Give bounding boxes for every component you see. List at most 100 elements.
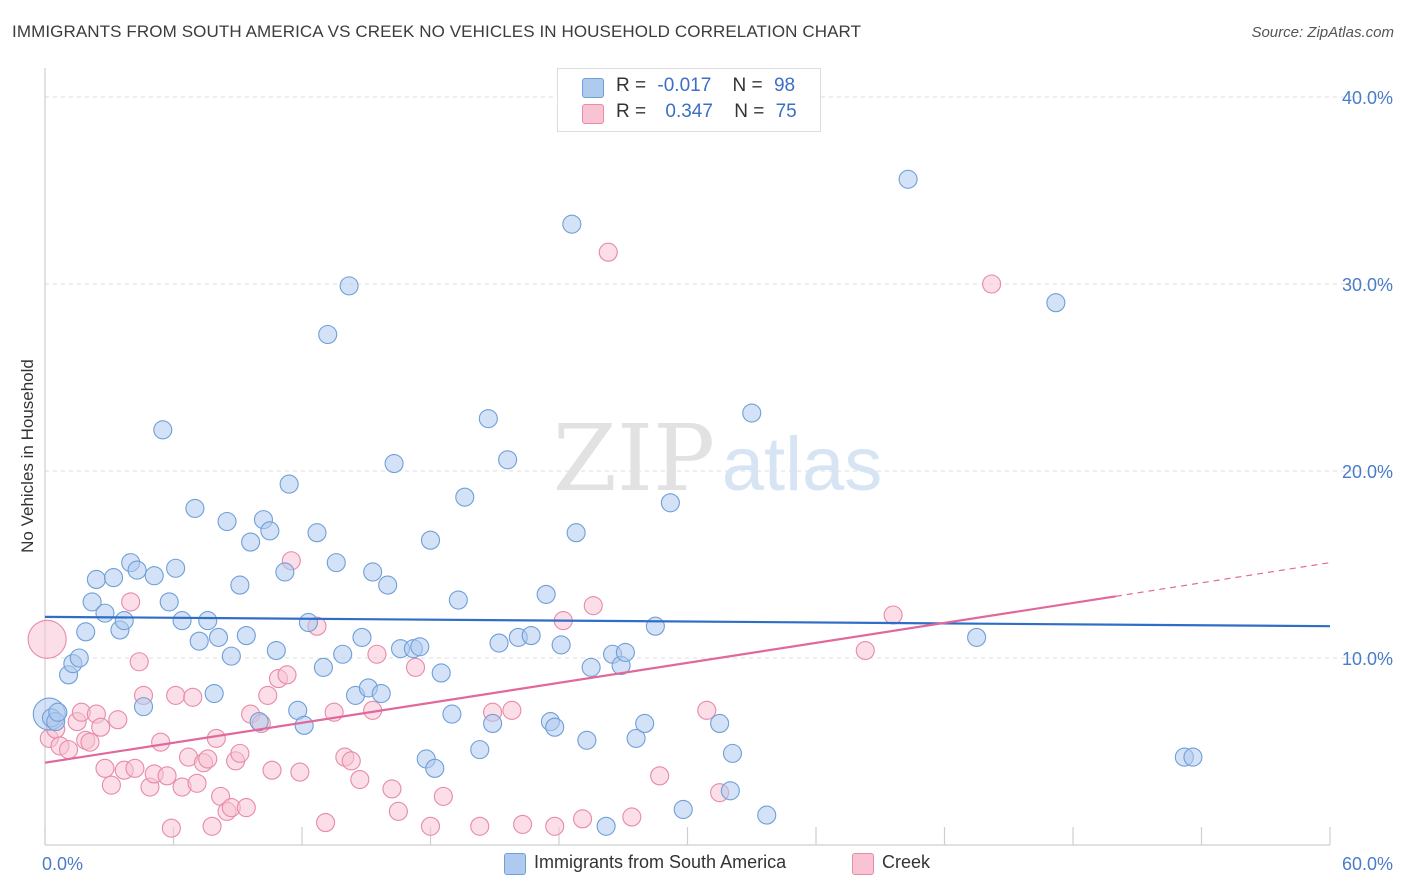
creek-point (277, 665, 297, 685)
creek-points (27, 242, 1002, 838)
immigrants-point (221, 646, 241, 666)
legend-n-label: N = (732, 75, 763, 96)
y-tick-label: 10.0% (1342, 649, 1393, 669)
y-tick-label: 30.0% (1342, 275, 1393, 295)
creek-trend-extension (1115, 562, 1331, 597)
immigrants-point (249, 712, 269, 732)
immigrants-point (898, 169, 918, 189)
immigrants-point (378, 575, 398, 595)
immigrants-point (236, 626, 256, 646)
immigrants-point (313, 657, 333, 677)
immigrants-point (470, 740, 490, 760)
immigrants-point (189, 631, 209, 651)
immigrants-point (69, 648, 89, 668)
creek-point (470, 816, 490, 836)
creek-point (121, 592, 141, 612)
immigrants-point (757, 805, 777, 825)
immigrants-point (562, 214, 582, 234)
creek-point (161, 818, 181, 838)
immigrants-point (86, 569, 106, 590)
immigrants-point (384, 453, 404, 474)
creek-point (855, 640, 875, 661)
immigrants-trend-line (44, 615, 1331, 628)
immigrants-point (294, 715, 314, 735)
source-credit: Source: ZipAtlas.com (1251, 24, 1394, 41)
immigrants-point (551, 635, 571, 655)
legend-r-value: 0.347 (665, 101, 713, 122)
creek-point (108, 710, 128, 730)
creek-point (27, 619, 67, 659)
creek-point (262, 760, 282, 780)
immigrants-point (720, 781, 740, 801)
immigrants-point (371, 683, 391, 704)
creek-point (206, 728, 226, 748)
immigrants-point (442, 704, 462, 724)
creek-trend-line (44, 595, 1117, 764)
creek-point (622, 807, 642, 827)
immigrants-point (420, 530, 441, 550)
legend-swatch-pink (582, 104, 604, 124)
immigrants-point (489, 633, 509, 653)
creek-point (883, 605, 903, 625)
creek-point (388, 801, 408, 821)
immigrants-point (498, 450, 518, 470)
immigrants-point (260, 521, 280, 541)
immigrants-point (1046, 293, 1066, 313)
immigrants-point (615, 642, 635, 662)
immigrants-point (159, 592, 179, 612)
creek-point (350, 769, 370, 790)
immigrants-point (153, 420, 173, 440)
immigrants-point (448, 590, 468, 610)
immigrants-point (581, 657, 601, 677)
creek-point (367, 644, 387, 664)
x-tick-label: 60.0% (1342, 854, 1393, 874)
creek-point (382, 779, 402, 799)
bottom-legend-label: Immigrants from South America (534, 852, 787, 872)
watermark-zip: ZIP (553, 405, 715, 512)
immigrants-point (298, 612, 318, 633)
immigrants-point (82, 592, 102, 612)
creek-point (502, 700, 522, 720)
immigrants-point (198, 611, 218, 631)
immigrants-point (596, 816, 616, 836)
bottom-legend-swatch-blue (504, 853, 526, 875)
immigrants-point (710, 713, 730, 734)
creek-point (125, 758, 145, 778)
creek-point (258, 685, 278, 705)
tick-labels: 10.0% 20.0% 30.0% 40.0% 0.0% 60.0% (42, 88, 1393, 874)
immigrants-point (339, 276, 359, 296)
creek-point (230, 743, 250, 763)
immigrants-point (127, 560, 147, 580)
creek-point (59, 740, 79, 760)
immigrants-point (521, 626, 541, 646)
creek-point (420, 816, 441, 836)
immigrants-point (577, 730, 597, 750)
grid-lines (45, 96, 1392, 659)
immigrants-point (967, 627, 987, 647)
chart-title: IMMIGRANTS FROM SOUTH AMERICA VS CREEK N… (12, 22, 862, 41)
immigrants-point (333, 644, 353, 664)
creek-point (101, 775, 121, 795)
creek-point (583, 596, 603, 616)
creek-point (166, 685, 186, 705)
immigrants-point (536, 584, 556, 604)
immigrants-point (410, 637, 430, 657)
immigrants-point (660, 493, 680, 513)
creek-point (573, 809, 593, 829)
x-tick-label: 0.0% (42, 854, 83, 874)
creek-point (982, 274, 1002, 294)
immigrants-point (425, 758, 445, 778)
immigrants-point (352, 627, 372, 647)
immigrants-point (275, 562, 295, 582)
immigrants-point (266, 640, 286, 661)
immigrants-point (742, 403, 762, 423)
watermark-atlas: atlas (722, 422, 883, 507)
legend-n-value: 75 (775, 101, 797, 122)
immigrants-point (635, 713, 655, 734)
immigrants-point (133, 697, 154, 717)
creek-point (80, 732, 100, 752)
legend-swatch-blue (582, 78, 604, 98)
legend-r-label: R = (616, 101, 647, 122)
immigrants-point (185, 498, 205, 518)
immigrants-point (76, 622, 96, 642)
